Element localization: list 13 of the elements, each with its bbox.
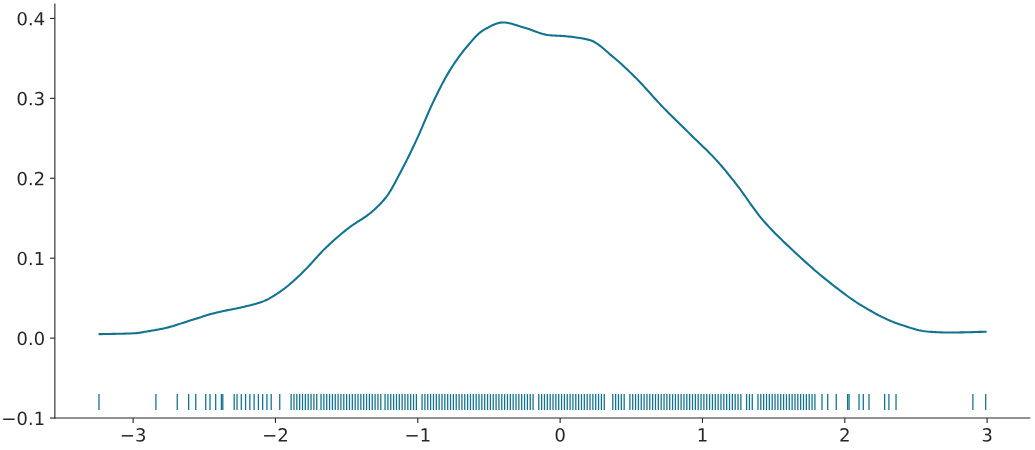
y-tick-label: 0.0 bbox=[17, 331, 44, 346]
y-tick-label: 0.2 bbox=[17, 171, 44, 186]
x-tick-label: 3 bbox=[982, 428, 992, 442]
x-tick-label: −3 bbox=[121, 428, 145, 442]
x-tick-label: −1 bbox=[406, 428, 430, 442]
y-tick-label: 0.4 bbox=[17, 11, 45, 26]
y-tick-label: 0.3 bbox=[17, 91, 44, 106]
x-tick-label: 2 bbox=[840, 428, 849, 442]
y-tick-label: 0.1 bbox=[17, 251, 44, 266]
x-tick-label: 1 bbox=[698, 428, 707, 442]
y-tick-label: −0.1 bbox=[3, 411, 44, 426]
x-tick-label: 0 bbox=[555, 428, 565, 442]
x-tick-label: −2 bbox=[264, 428, 287, 442]
